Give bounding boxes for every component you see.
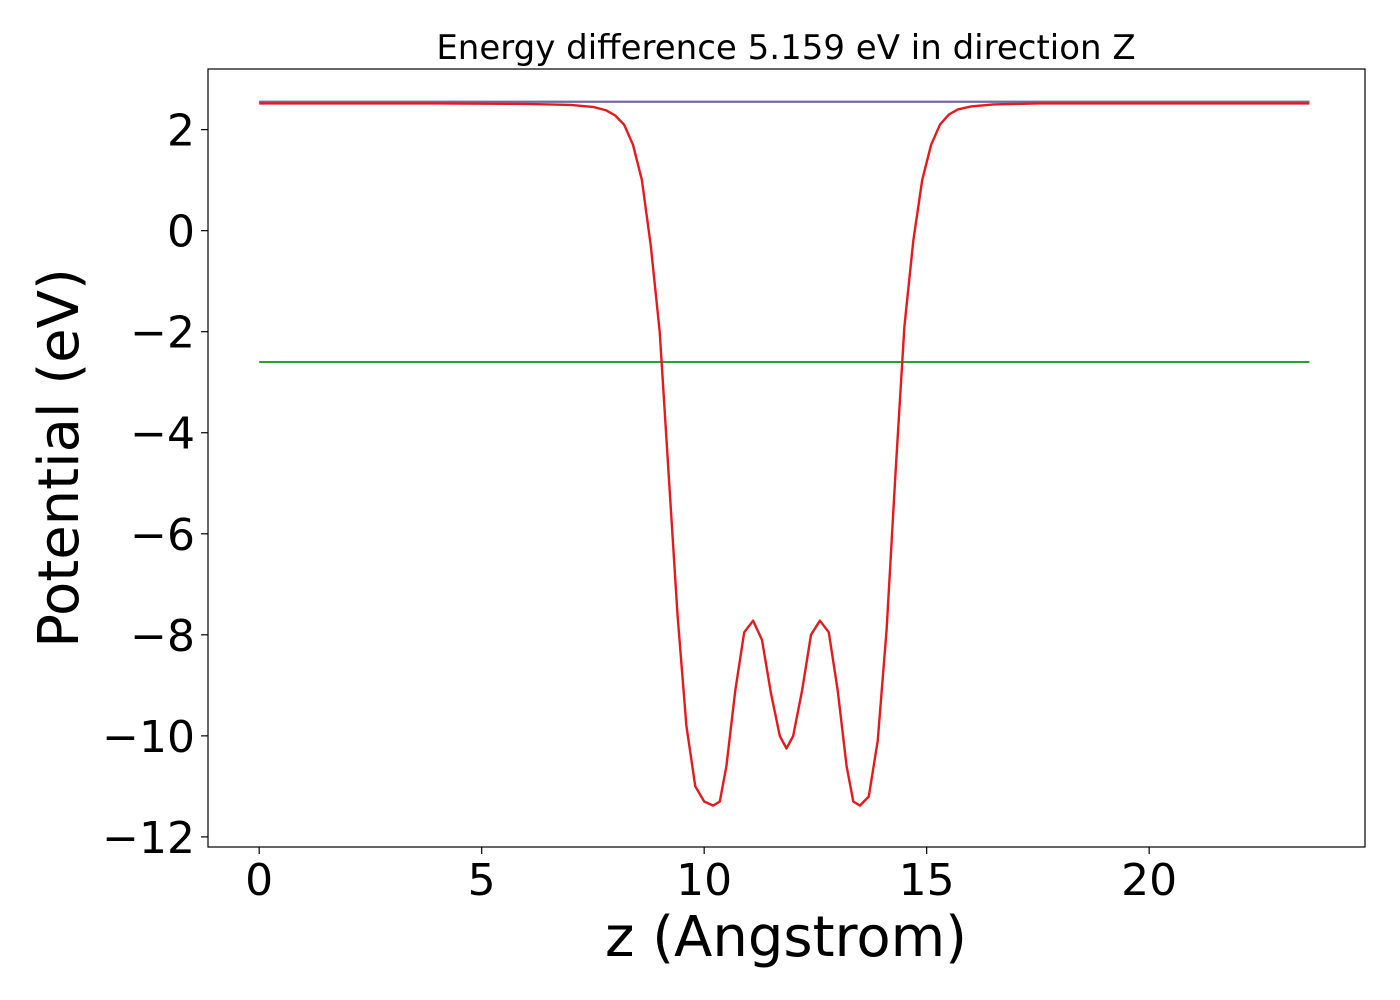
y-tick-label: −4 bbox=[130, 409, 195, 460]
x-tick-label: 5 bbox=[468, 855, 496, 906]
y-tick-label: −12 bbox=[102, 813, 195, 864]
y-tick-label: −8 bbox=[130, 611, 195, 662]
x-axis: 0 5 10 15 20 bbox=[245, 847, 1177, 906]
x-tick-label: 20 bbox=[1121, 855, 1177, 906]
y-tick-label: −10 bbox=[102, 712, 195, 763]
x-tick-label: 0 bbox=[245, 855, 273, 906]
series-layer bbox=[259, 100, 1310, 807]
plot-frame bbox=[207, 68, 1366, 848]
x-tick-label: 10 bbox=[676, 855, 732, 906]
y-tick-label: −2 bbox=[130, 308, 195, 359]
y-tick-label: −6 bbox=[130, 510, 195, 561]
chart-title: Energy difference 5.159 eV in direction … bbox=[436, 28, 1135, 68]
y-tick-label: 0 bbox=[167, 207, 195, 258]
series-line-3 bbox=[259, 102, 1310, 807]
y-tick-label: 2 bbox=[167, 106, 195, 157]
x-axis-label: z (Angstrom) bbox=[605, 905, 967, 970]
x-tick-label: 15 bbox=[899, 855, 955, 906]
y-axis: −12 −10 −8 −6 −4 −2 0 2 bbox=[102, 106, 208, 864]
y-axis-label: Potential (eV) bbox=[27, 268, 92, 648]
